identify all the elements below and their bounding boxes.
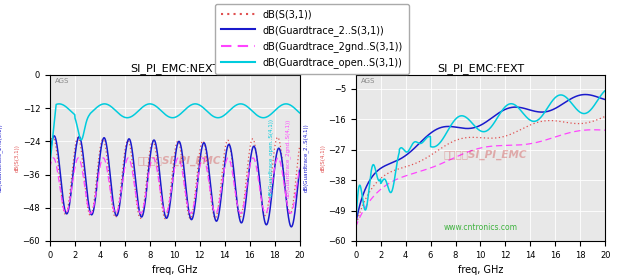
- Text: www.cntronics.com: www.cntronics.com: [444, 223, 517, 232]
- Text: dB(Guardtrace_open..S(4,1)): dB(Guardtrace_open..S(4,1)): [268, 118, 274, 198]
- Text: dB(S(3,1)): dB(S(3,1)): [15, 144, 20, 172]
- Text: 公众号：SI_PI_EMC: 公众号：SI_PI_EMC: [138, 156, 222, 166]
- Title: SI_PI_EMC:FEXT: SI_PI_EMC:FEXT: [437, 63, 524, 73]
- Text: AGS: AGS: [361, 78, 375, 84]
- Text: dB(Guardtrace_2..S(4,1)): dB(Guardtrace_2..S(4,1)): [303, 124, 309, 192]
- Title: SI_PI_EMC:NEXT: SI_PI_EMC:NEXT: [130, 63, 219, 73]
- Text: dB(S(4,1)): dB(S(4,1)): [321, 144, 326, 172]
- Text: dB(Guardtrace_2..S(3,1)): dB(Guardtrace_2..S(3,1)): [0, 124, 3, 192]
- Text: AGS: AGS: [55, 78, 69, 84]
- Legend: dB(S(3,1)), dB(Guardtrace_2..S(3,1)), dB(Guardtrace_2gnd..S(3,1)), dB(Guardtrace: dB(S(3,1)), dB(Guardtrace_2..S(3,1)), dB…: [215, 4, 409, 74]
- Text: dB(Guardtrace_2gnd..S(4,1)): dB(Guardtrace_2gnd..S(4,1)): [285, 118, 291, 198]
- X-axis label: freq, GHz: freq, GHz: [152, 265, 197, 275]
- Text: 公众号：SI_PI_EMC: 公众号：SI_PI_EMC: [444, 149, 527, 160]
- X-axis label: freq, GHz: freq, GHz: [458, 265, 503, 275]
